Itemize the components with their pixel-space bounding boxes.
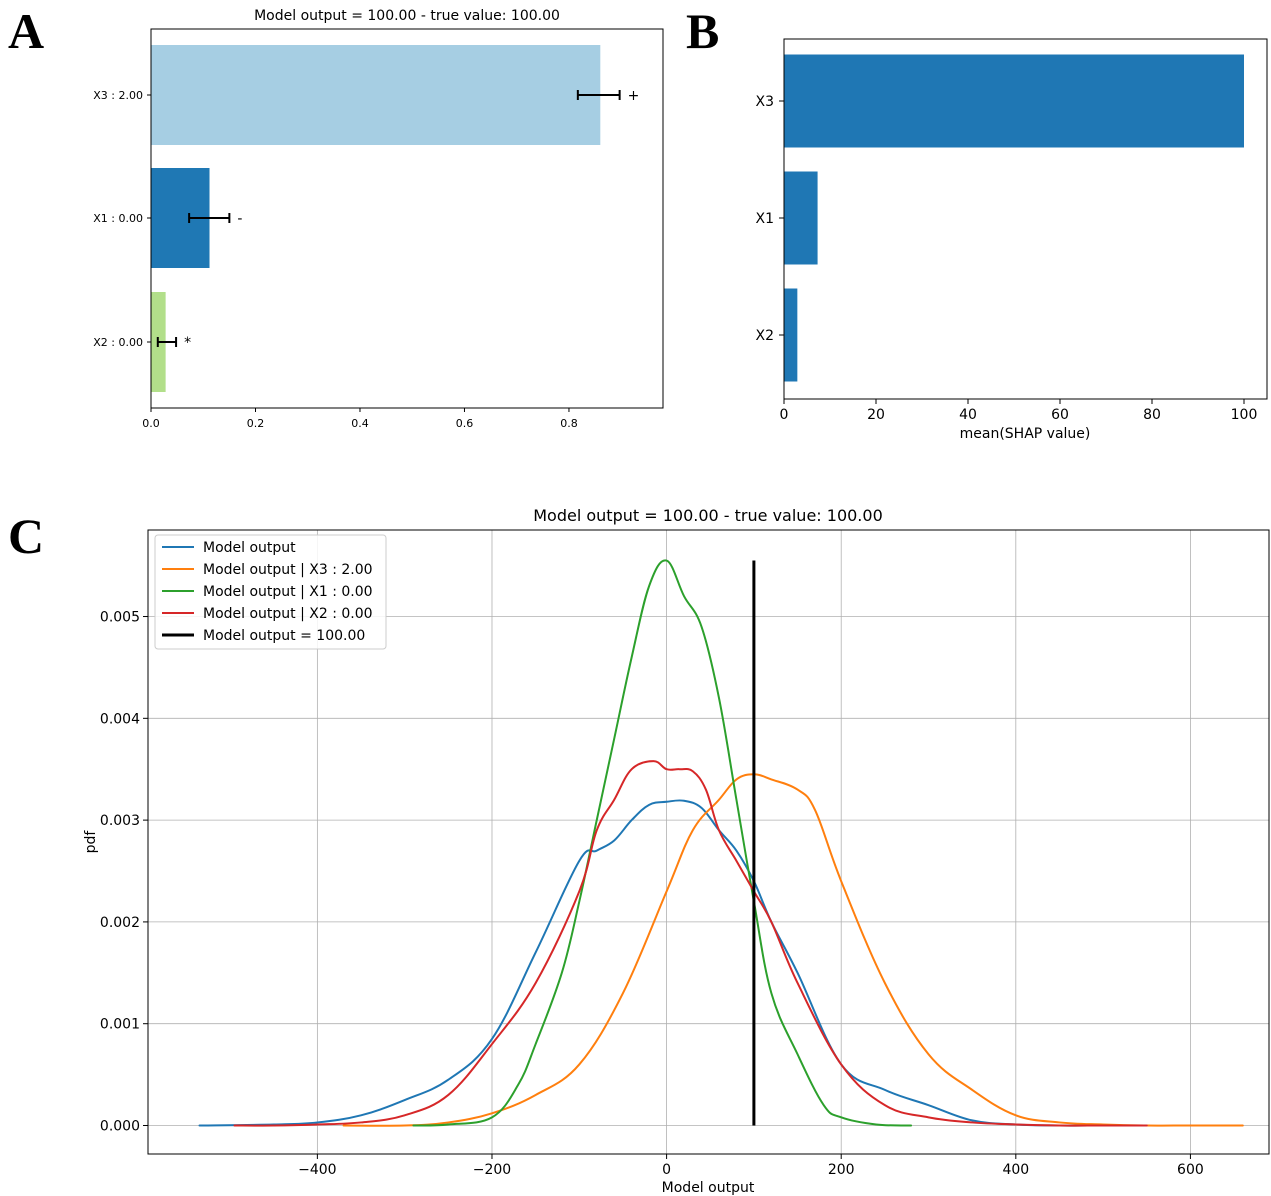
panel-c-ytick-label: 0.004 xyxy=(100,711,140,727)
panel-a-significance-marker: + xyxy=(628,88,640,104)
panel-c-series-x1 xyxy=(412,559,913,1127)
panel-a-chart: Model output = 100.00 - true value: 100.… xyxy=(93,8,664,430)
panel-letter-a: A xyxy=(8,3,44,59)
legend-label: Model output | X1 : 0.00 xyxy=(203,584,373,600)
panel-a-xtick-label: 0.0 xyxy=(142,417,160,430)
panel-c-xtick-label: −400 xyxy=(298,1162,336,1178)
panel-a-ytick-label: X3 : 2.00 xyxy=(93,89,143,102)
panel-b-bar xyxy=(784,288,798,382)
legend-label: Model output | X3 : 2.00 xyxy=(203,562,373,578)
panel-a-ytick-label: X1 : 0.00 xyxy=(93,212,143,225)
panel-a-xtick-label: 0.4 xyxy=(351,417,369,430)
panel-c-ylabel: pdf xyxy=(83,830,99,854)
panel-c-ytick-label: 0.005 xyxy=(100,610,140,626)
legend-frame xyxy=(154,534,387,650)
panel-c-ytick-label: 0.003 xyxy=(100,813,140,829)
panel-a-title: Model output = 100.00 - true value: 100.… xyxy=(254,8,560,24)
panel-b-ytick-label: X3 xyxy=(756,94,775,110)
panel-a-frame xyxy=(150,28,664,409)
panel-b-xtick-label: 60 xyxy=(1051,407,1069,423)
panel-a-ytick-label: X2 : 0.00 xyxy=(93,336,143,349)
panel-c-xlabel: Model output xyxy=(662,1180,755,1196)
legend-label: Model output = 100.00 xyxy=(203,628,365,644)
panel-a-xtick-label: 0.8 xyxy=(560,417,578,430)
panel-c-xtick-label: 200 xyxy=(828,1162,855,1178)
panel-c-ytick-label: 0.001 xyxy=(100,1017,140,1033)
legend-label: Model output | X2 : 0.00 xyxy=(203,606,373,622)
panel-c-xtick-label: 400 xyxy=(1002,1162,1029,1178)
panel-b-xtick-label: 0 xyxy=(780,407,789,423)
panel-c-chart: Model output = 100.00 - true value: 100.… xyxy=(83,506,1270,1196)
panel-a-significance-marker: * xyxy=(184,335,191,351)
panel-b-xtick-label: 20 xyxy=(867,407,885,423)
panel-c-ytick-label: 0.000 xyxy=(100,1118,140,1134)
panel-a-xtick-label: 0.6 xyxy=(456,417,474,430)
panel-letter-b: B xyxy=(686,3,719,59)
panel-b-xtick-label: 40 xyxy=(959,407,977,423)
legend-label: Model output xyxy=(203,540,296,556)
panel-c-title: Model output = 100.00 - true value: 100.… xyxy=(533,506,883,525)
panel-c-series-model-output xyxy=(198,799,1148,1127)
panel-b-ytick-label: X1 xyxy=(756,211,775,227)
panel-b-xtick-label: 80 xyxy=(1143,407,1161,423)
panel-b-xtick-label: 100 xyxy=(1231,407,1258,423)
panel-c-legend: Model output Model output | X3 : 2.00 Mode… xyxy=(154,534,387,650)
panel-c-series-x3 xyxy=(342,773,1244,1127)
panel-b-chart: X3 X1 X2 0 20 40 60 80 100 mean(SHAP value) xyxy=(756,38,1268,442)
panel-c-xtick-label: 600 xyxy=(1177,1162,1204,1178)
panel-b-bar xyxy=(784,171,818,265)
panel-c-series-x2 xyxy=(233,760,1148,1127)
panel-a-significance-marker: - xyxy=(237,211,242,227)
panel-b-xlabel: mean(SHAP value) xyxy=(960,426,1091,442)
panel-b-frame xyxy=(783,38,1268,400)
panel-b-ytick-label: X2 xyxy=(756,328,775,344)
panel-letter-c: C xyxy=(8,508,44,564)
panel-c-xtick-label: 0 xyxy=(662,1162,671,1178)
panel-a-xtick-label: 0.2 xyxy=(247,417,265,430)
panel-c-xtick-label: −200 xyxy=(473,1162,511,1178)
panel-c-frame xyxy=(147,529,1270,1155)
panel-b-bar xyxy=(784,54,1244,148)
panel-a-bar xyxy=(151,45,601,145)
panel-c-ytick-label: 0.002 xyxy=(100,915,140,931)
